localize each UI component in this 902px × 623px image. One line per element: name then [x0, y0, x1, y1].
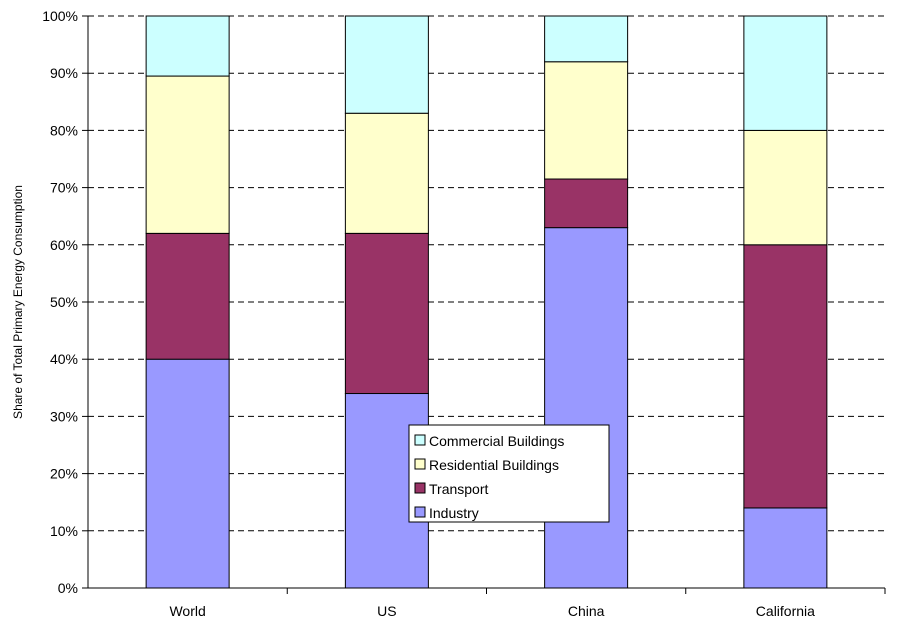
bar-segment-commercial-buildings-china	[544, 15, 629, 63]
x-category-label: US	[377, 603, 396, 619]
legend-swatch	[414, 482, 426, 494]
legend: Commercial Buildings Residential Building…	[408, 424, 610, 523]
x-category-label: World	[169, 603, 205, 619]
bar-segment-industry-world	[145, 358, 230, 589]
axes: 0% 10% 20% 30% 40% 50% 60% 70% 80% 90% 100% World US…	[42, 8, 886, 619]
bar-segment-commercial-buildings-california	[743, 15, 828, 131]
bar-segment-transport-california	[743, 244, 828, 509]
x-category-label: China	[568, 603, 605, 619]
bar-segment-residential-buildings-california	[743, 129, 828, 246]
bar-segment-commercial-buildings-world	[145, 15, 230, 77]
legend-label: Industry	[429, 505, 479, 521]
bar-segment-transport-china	[544, 178, 629, 229]
x-category-label: California	[756, 603, 815, 619]
legend-label: Residential Buildings	[429, 457, 559, 473]
y-tick-label: 70%	[50, 180, 78, 196]
legend-swatch	[414, 434, 426, 446]
legend-swatch	[414, 506, 426, 518]
legend-label: Commercial Buildings	[429, 433, 564, 449]
legend-swatch	[414, 458, 426, 470]
bar-segment-industry-california	[743, 507, 828, 589]
bar-segment-residential-buildings-us	[344, 112, 429, 234]
y-tick-label: 0%	[58, 580, 78, 596]
legend-box	[408, 424, 610, 523]
y-tick-label: 90%	[50, 65, 78, 81]
legend-label: Transport	[429, 481, 489, 497]
y-tick-label: 40%	[50, 351, 78, 367]
y-tick-label: 10%	[50, 523, 78, 539]
y-tick-label: 30%	[50, 408, 78, 424]
bar-segment-residential-buildings-world	[145, 75, 230, 234]
bar-segment-residential-buildings-china	[544, 61, 629, 180]
bar-segment-transport-world	[145, 232, 230, 360]
bar-segment-commercial-buildings-us	[344, 15, 429, 114]
bars	[145, 15, 828, 589]
bar-segment-industry-china	[544, 227, 629, 589]
y-axis-label: Share of Total Primary Energy Consumptio…	[11, 185, 25, 419]
y-tick-label: 50%	[50, 294, 78, 310]
bar-segment-transport-us	[344, 232, 429, 395]
y-tick-label: 60%	[50, 237, 78, 253]
y-tick-label: 80%	[50, 122, 78, 138]
y-tick-label: 20%	[50, 466, 78, 482]
y-tick-label: 100%	[42, 8, 78, 24]
